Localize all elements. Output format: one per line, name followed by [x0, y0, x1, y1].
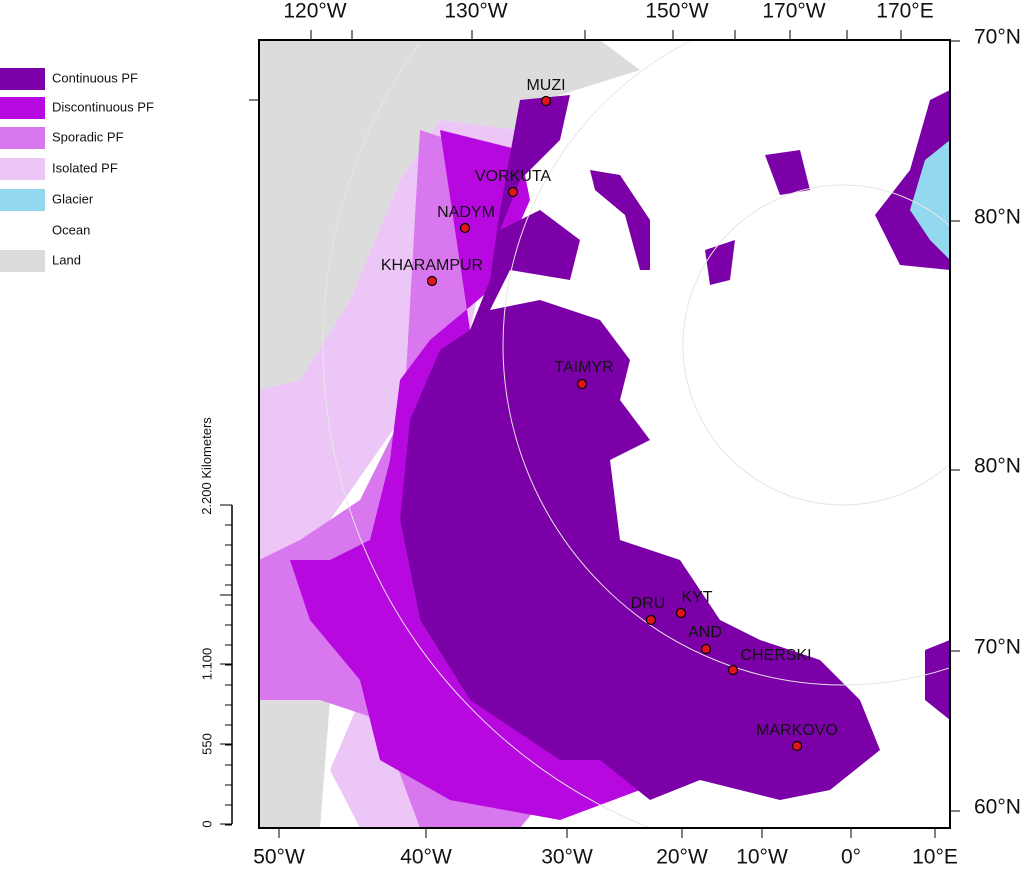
- site-marker: [576, 378, 588, 390]
- site-label: DRU: [631, 595, 666, 612]
- right-axis-label: 60°N: [974, 796, 1021, 819]
- glacier: [910, 140, 950, 260]
- site-label: TAIMYR: [554, 359, 613, 376]
- legend-swatch: [0, 127, 45, 149]
- bottom-axis-label: 30°W: [541, 846, 593, 869]
- site-marker: [727, 664, 739, 676]
- site-label: VORKUTA: [475, 168, 551, 185]
- discontinuous-pf: [290, 130, 640, 820]
- site-marker: [700, 643, 712, 655]
- graticule: [322, 40, 950, 828]
- legend-label: Ocean: [52, 222, 90, 237]
- legend-label: Discontinuous PF: [52, 99, 154, 114]
- site-label: CHERSKI: [740, 647, 811, 664]
- right-axis-label: 80°N: [974, 206, 1021, 229]
- scale-label: 550: [199, 733, 214, 755]
- top-axis-label: 170°W: [762, 0, 825, 23]
- legend-label: Land: [52, 252, 81, 267]
- top-axis-label: 170°E: [876, 0, 933, 23]
- bottom-axis-label: 10°E: [912, 846, 958, 869]
- site-marker: [507, 186, 519, 198]
- right-axis-label: 70°N: [974, 636, 1021, 659]
- land: [259, 40, 640, 390]
- site-marker: [426, 275, 438, 287]
- site-label: KYT: [681, 589, 712, 606]
- continuous-pf: [925, 640, 950, 720]
- bottom-axis-label: 50°W: [253, 846, 305, 869]
- top-axis-label: 130°W: [444, 0, 507, 23]
- site-marker: [645, 614, 657, 626]
- site-marker: [675, 607, 687, 619]
- site-marker: [540, 95, 552, 107]
- sporadic-pf: [259, 130, 560, 828]
- right-axis-label: 70°N: [974, 26, 1021, 49]
- scale-unit: 2.200 Kilometers: [199, 417, 214, 515]
- site-label: AND: [688, 624, 722, 641]
- continuous-pf: [590, 170, 650, 270]
- bottom-axis-label: 10°W: [736, 846, 788, 869]
- site-label: MARKOVO: [756, 722, 838, 739]
- top-axis-label: 120°W: [283, 0, 346, 23]
- legend-label: Continuous PF: [52, 70, 138, 85]
- right-axis-label: 80°N: [974, 455, 1021, 478]
- scale-label: 0: [199, 820, 214, 827]
- bottom-axis-label: 20°W: [656, 846, 708, 869]
- legend-label: Sporadic PF: [52, 129, 124, 144]
- continuous-pf: [705, 240, 735, 285]
- site-marker: [791, 740, 803, 752]
- continuous-pf: [765, 150, 810, 195]
- legend-swatch: [0, 250, 45, 272]
- legend-swatch: [0, 220, 45, 242]
- continuous-pf: [400, 95, 880, 800]
- legend-label: Glacier: [52, 191, 94, 206]
- map-frame: [258, 39, 951, 829]
- bottom-axis-label: 40°W: [400, 846, 452, 869]
- legend-swatch: [0, 158, 45, 180]
- legend-swatch: [0, 97, 45, 119]
- top-axis-label: 150°W: [645, 0, 708, 23]
- site-marker: [459, 222, 471, 234]
- bottom-axis-label: 0°: [841, 846, 861, 869]
- map-area: [259, 40, 950, 828]
- scale-label: 1.100: [199, 648, 214, 681]
- site-label: KHARAMPUR: [381, 257, 483, 274]
- legend-swatch: [0, 189, 45, 211]
- site-label: NADYM: [437, 204, 495, 221]
- legend-swatch: [0, 68, 45, 90]
- site-label: MUZI: [526, 77, 565, 94]
- legend-label: Isolated PF: [52, 160, 118, 175]
